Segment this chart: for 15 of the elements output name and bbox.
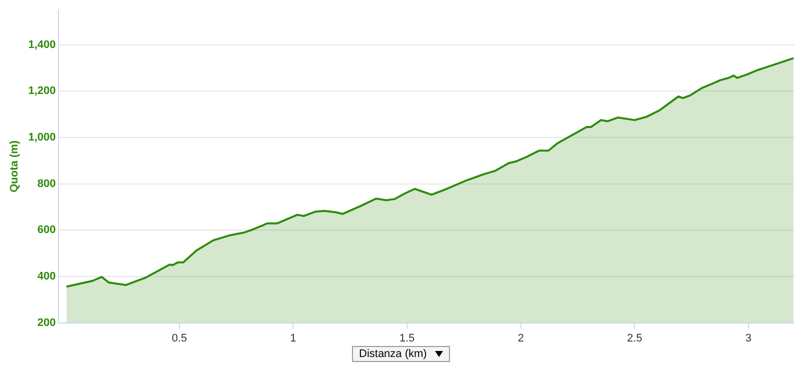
y-tick-label: 200 <box>37 316 56 329</box>
y-axis-title: Quota (m) <box>8 140 21 192</box>
x-tick-label: 0.5 <box>172 332 188 344</box>
y-tick-label: 400 <box>37 270 56 282</box>
x-axis-title: Distanza (km) <box>359 348 427 360</box>
x-tick-label: 1 <box>290 332 296 344</box>
x-tick-label: 2.5 <box>627 332 642 344</box>
x-tick-label: 1.5 <box>399 332 415 344</box>
x-tick-label: 3 <box>745 332 752 344</box>
x-tick-label: 2 <box>518 332 524 344</box>
y-tick-label: 1,000 <box>28 131 56 144</box>
y-tick-label: 1,200 <box>28 85 56 98</box>
y-tick-label: 600 <box>37 224 56 236</box>
y-tick-label: 800 <box>37 178 56 190</box>
y-tick-label: 1,400 <box>28 38 56 51</box>
